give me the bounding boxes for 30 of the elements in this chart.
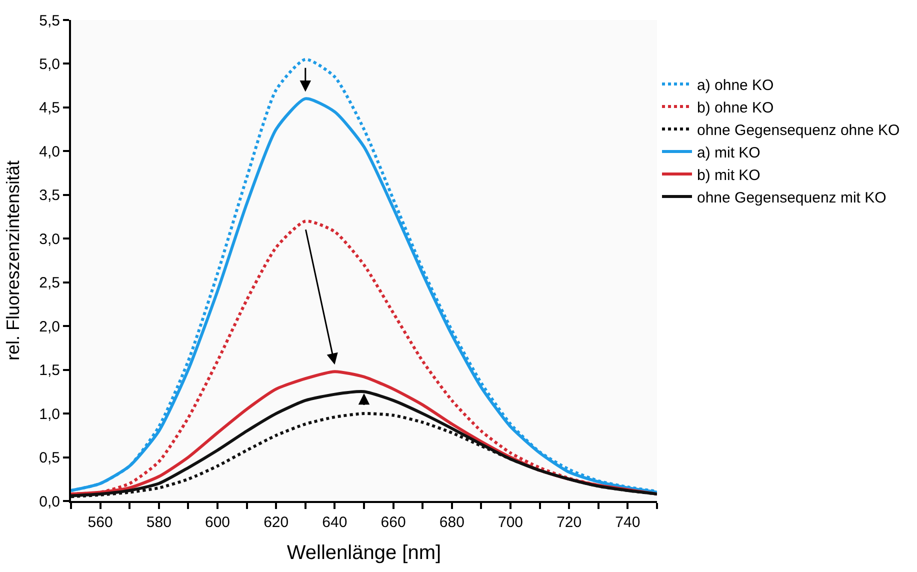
y-tick-label: 4,0 bbox=[39, 143, 60, 160]
x-axis-title: Wellenlänge [nm] bbox=[286, 542, 442, 564]
x-tick-label: 700 bbox=[498, 514, 524, 531]
x-tick-label: 580 bbox=[146, 514, 172, 531]
x-tick-label: 560 bbox=[88, 514, 113, 531]
legend-label: a) mit KO bbox=[697, 144, 760, 162]
x-tick-label: 720 bbox=[556, 514, 582, 531]
y-tick-label: 5,5 bbox=[39, 12, 60, 30]
legend-label: ohne Gegensequenz ohne KO bbox=[697, 122, 900, 139]
y-tick-label: 2,5 bbox=[39, 274, 60, 292]
y-tick-label: 2,0 bbox=[39, 318, 60, 336]
y-tick-label: 0,0 bbox=[39, 493, 60, 510]
legend-label: b) ohne KO bbox=[697, 99, 774, 116]
y-tick-label: 1,5 bbox=[39, 362, 60, 380]
y-tick-label: 5,0 bbox=[39, 56, 60, 73]
x-tick-label: 660 bbox=[380, 514, 406, 531]
x-tick-label: 600 bbox=[204, 514, 230, 531]
legend-label: ohne Gegensequenz mit KO bbox=[697, 189, 886, 206]
x-tick-label: 680 bbox=[439, 514, 464, 531]
x-tick-label: 640 bbox=[322, 514, 348, 531]
y-tick-label: 3,0 bbox=[39, 230, 60, 248]
y-axis-title: rel. Fluoreszenzintensität bbox=[2, 160, 23, 361]
y-tick-label: 4,5 bbox=[39, 100, 60, 117]
x-tick-label: 620 bbox=[264, 514, 289, 531]
y-tick-label: 1,0 bbox=[39, 406, 60, 423]
y-tick-label: 3,5 bbox=[39, 187, 60, 204]
legend-label: b) mit KO bbox=[697, 166, 760, 184]
y-tick-label: 0,5 bbox=[39, 450, 60, 467]
x-tick-label: 740 bbox=[615, 514, 640, 531]
legend-label: a) ohne KO bbox=[697, 76, 774, 94]
